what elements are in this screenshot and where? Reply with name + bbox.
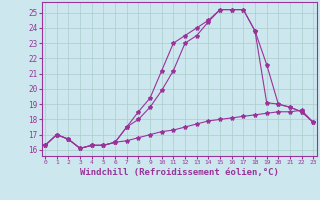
X-axis label: Windchill (Refroidissement éolien,°C): Windchill (Refroidissement éolien,°C) xyxy=(80,168,279,177)
